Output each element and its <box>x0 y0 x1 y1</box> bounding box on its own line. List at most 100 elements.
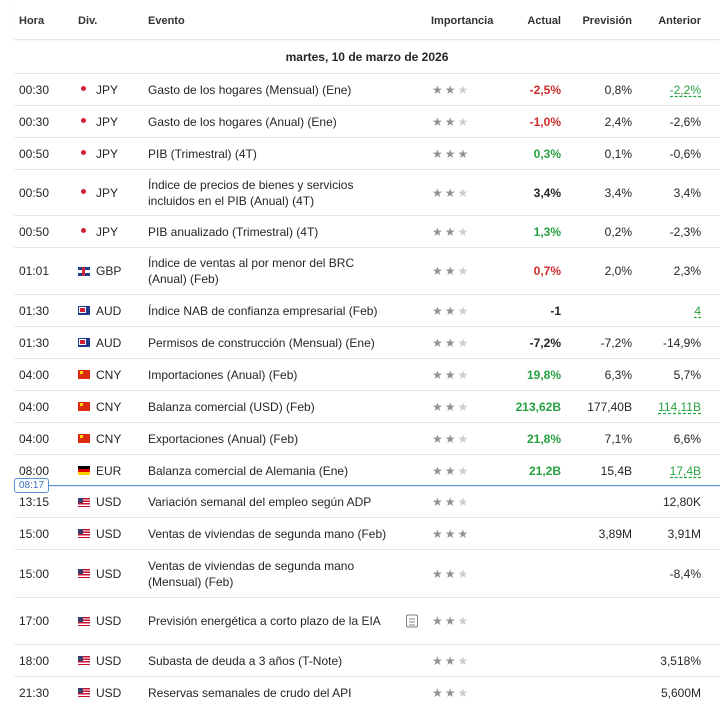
star-icon: ★ <box>432 303 443 318</box>
star-icon: ★ <box>432 264 443 278</box>
previous-value[interactable]: -2,2% <box>669 82 701 97</box>
currency-code: JPY <box>96 82 119 97</box>
table-row[interactable]: 04:00 CNY Exportaciones (Anual) (Feb) ★ ★ ★ 21… <box>14 423 720 455</box>
event-name-link[interactable]: Índice de precios de bienes y servicios … <box>148 177 354 208</box>
star-icon: ★ <box>457 399 469 414</box>
table-row[interactable]: 00:50 JPY PIB (Trimestral) (4T) ★ ★ ★ 0,3% 0,1%… <box>14 138 720 170</box>
event-name-link[interactable]: PIB anualizado (Trimestral) (4T) <box>148 224 319 239</box>
previous-value[interactable]: 114,11B <box>658 399 701 414</box>
table-row[interactable]: 01:30 AUD Índice NAB de confianza empresar… <box>14 295 720 327</box>
previous-value[interactable]: 17,4B <box>669 463 701 478</box>
actual-value: 1,3% <box>533 224 561 239</box>
table-row[interactable]: 18:00 USD Subasta de deuda a 3 años (T-Not… <box>14 645 720 677</box>
event-time: 08:00 <box>19 463 50 478</box>
star-icon: ★ <box>444 114 456 129</box>
col-event-header[interactable]: Evento <box>148 15 185 27</box>
table-row[interactable]: 04:00 CNY Balanza comercial (USD) (Feb) ★ ★ ★… <box>14 391 720 423</box>
event-name-link[interactable]: Gasto de los hogares (Mensual) (Ene) <box>148 82 352 97</box>
flag-de-icon <box>78 466 90 475</box>
currency-code: EUR <box>96 463 122 478</box>
importance-stars: ★ ★ ★ <box>432 187 468 199</box>
col-previous-header[interactable]: Anterior <box>658 15 701 27</box>
event-name-link[interactable]: PIB (Trimestral) (4T) <box>148 146 257 161</box>
event-time: 00:50 <box>19 185 50 200</box>
table-row[interactable]: 15:00 USD Ventas de viviendas de segunda m… <box>14 550 720 598</box>
document-icon[interactable] <box>406 614 418 628</box>
star-icon: ★ <box>457 463 469 478</box>
star-icon: ★ <box>432 685 443 700</box>
event-name-link[interactable]: Permisos de construcción (Mensual) (Ene) <box>148 335 375 350</box>
currency-code: AUD <box>96 335 122 350</box>
previous-value: -2,3% <box>669 224 701 239</box>
star-icon: ★ <box>457 653 469 668</box>
importance-stars: ★ ★ ★ <box>432 496 468 508</box>
importance-stars: ★ ★ ★ <box>432 337 468 349</box>
event-name-link[interactable]: Variación semanal del empleo según ADP <box>148 495 372 509</box>
event-time: 01:01 <box>19 264 50 278</box>
col-importance-header[interactable]: Importancia <box>431 15 494 27</box>
star-icon: ★ <box>432 653 443 668</box>
table-row[interactable]: 21:30 USD Reservas semanales de crudo del … <box>14 677 720 708</box>
currency-code: USD <box>96 566 122 581</box>
table-row[interactable]: 00:50 JPY PIB anualizado (Trimestral) (4T)… <box>14 216 720 248</box>
event-name-link[interactable]: Reservas semanales de crudo del API <box>148 685 352 700</box>
actual-value: 0,7% <box>533 264 561 278</box>
table-row[interactable]: 01:30 AUD Permisos de construcción (Mensua… <box>14 327 720 359</box>
importance-stars: ★ ★ ★ <box>432 655 468 667</box>
star-icon: ★ <box>457 614 469 628</box>
currency-cell: USD <box>78 495 121 509</box>
col-actual-header[interactable]: Actual <box>527 15 561 27</box>
table-row[interactable]: 00:30 JPY Gasto de los hogares (Mensual) (… <box>14 74 720 106</box>
forecast-value: 0,2% <box>604 224 632 239</box>
col-forecast-header[interactable]: Previsión <box>582 15 632 27</box>
currency-cell: USD <box>78 686 121 700</box>
event-time: 04:00 <box>19 367 50 382</box>
importance-stars: ★ ★ ★ <box>432 687 468 699</box>
event-name-link[interactable]: Ventas de viviendas de segunda mano (Feb… <box>148 526 387 541</box>
event-name-link[interactable]: Balanza comercial de Alemania (Ene) <box>148 463 349 478</box>
event-name-link[interactable]: Importaciones (Anual) (Feb) <box>148 367 298 382</box>
event-name-link[interactable]: Subasta de deuda a 3 años (T-Note) <box>148 653 343 668</box>
table-row[interactable]: 00:30 JPY Gasto de los hogares (Anual) (En… <box>14 106 720 138</box>
previous-value: 3,4% <box>673 185 701 200</box>
flag-jp-icon <box>78 149 90 158</box>
table-row[interactable]: 13:15 USD Variación semanal del empleo seg… <box>14 487 720 518</box>
date-separator: martes, 10 de marzo de 2026 <box>14 40 720 74</box>
event-name-link[interactable]: Gasto de los hogares (Anual) (Ene) <box>148 114 337 129</box>
currency-code: JPY <box>96 146 119 161</box>
table-row[interactable]: 08:00 EUR Balanza comercial de Alemania (E… <box>14 455 720 487</box>
table-row[interactable]: 01:01 GBP Índice de ventas al por menor de… <box>14 248 720 295</box>
table-row[interactable]: 17:00 USD Previsión energética a corto pla… <box>14 598 720 645</box>
flag-us-icon <box>78 656 90 665</box>
flag-cn-icon <box>78 434 90 443</box>
table-header: Hora Div. Evento Importancia Actual Prev… <box>14 0 720 40</box>
flag-cn-icon <box>78 370 90 379</box>
event-name-link[interactable]: Exportaciones (Anual) (Feb) <box>148 431 299 446</box>
importance-stars: ★ ★ ★ <box>432 401 468 413</box>
flag-us-icon <box>78 529 90 538</box>
event-name-link[interactable]: Previsión energética a corto plazo de la… <box>148 614 381 628</box>
star-icon: ★ <box>457 303 469 318</box>
star-icon: ★ <box>432 495 443 509</box>
actual-value: -1 <box>550 303 561 318</box>
table-row[interactable]: 15:00 USD Ventas de viviendas de segunda m… <box>14 518 720 550</box>
col-time-header[interactable]: Hora <box>19 15 45 27</box>
currency-cell: USD <box>78 567 121 581</box>
star-icon: ★ <box>457 431 469 446</box>
economic-calendar-table: Hora Div. Evento Importancia Actual Prev… <box>14 0 720 708</box>
event-name-link[interactable]: Ventas de viviendas de segunda mano (Men… <box>148 558 355 589</box>
currency-code: USD <box>96 653 122 668</box>
table-row[interactable]: 00:50 JPY Índice de precios de bienes y se… <box>14 170 720 216</box>
star-icon: ★ <box>432 526 443 541</box>
event-name-link[interactable]: Índice de ventas al por menor del BRC (A… <box>148 256 355 286</box>
star-icon: ★ <box>432 614 443 628</box>
star-icon: ★ <box>444 566 456 581</box>
importance-stars: ★ ★ ★ <box>432 84 468 96</box>
event-name-link[interactable]: Balanza comercial (USD) (Feb) <box>148 399 315 414</box>
previous-value[interactable]: 4 <box>694 303 701 318</box>
event-time: 04:00 <box>19 431 50 446</box>
event-name-link[interactable]: Índice NAB de confianza empresarial (Feb… <box>148 303 378 318</box>
currency-cell: USD <box>78 614 121 628</box>
table-row[interactable]: 04:00 CNY Importaciones (Anual) (Feb) ★ ★ ★ 19… <box>14 359 720 391</box>
col-currency-header[interactable]: Div. <box>78 15 98 27</box>
